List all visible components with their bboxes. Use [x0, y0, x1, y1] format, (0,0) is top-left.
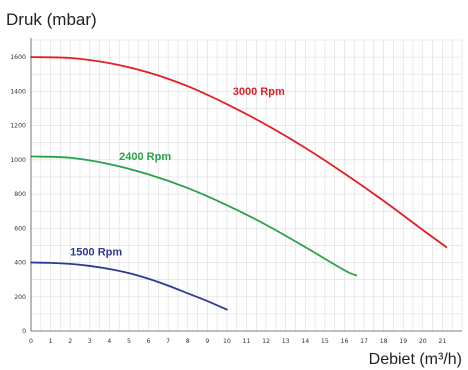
series-line-2400-rpm: [30, 155, 358, 277]
x-tick-label: 21: [438, 338, 446, 345]
x-tick-label: 10: [223, 338, 231, 345]
y-tick-label: 800: [14, 191, 26, 198]
y-tick-label: 1200: [10, 123, 26, 130]
x-tick-label: 14: [301, 338, 309, 345]
y-tick-label: 200: [14, 294, 26, 301]
y-tick-label: 1000: [10, 157, 26, 164]
y-tick-label: 1600: [10, 54, 26, 61]
series-line-3000-rpm: [30, 56, 448, 249]
x-tick-label: 4: [107, 338, 111, 345]
axes: [30, 38, 462, 332]
x-tick-label: 15: [321, 338, 329, 345]
y-axis-title: Druk (mbar): [6, 10, 97, 29]
x-tick-label: 17: [360, 338, 368, 345]
x-tick-label: 9: [205, 338, 209, 345]
grid: [31, 39, 463, 331]
x-tick-label: 5: [127, 338, 131, 345]
x-tick-label: 12: [262, 338, 270, 345]
x-axis-title: Debiet (m³/h): [369, 351, 462, 368]
x-tick-label: 0: [29, 338, 33, 345]
series-label: 1500 Rpm: [70, 247, 122, 259]
tick-labels: 0 1 2 3 4 5 6 7 8 9 10 11 12 13 14 15 16 17 18 19 20 21020040…: [10, 54, 446, 345]
x-tick-label: 6: [147, 338, 151, 345]
series-label: 2400 Rpm: [119, 151, 171, 163]
series-lines: [30, 56, 448, 311]
series-label: 3000 Rpm: [233, 86, 285, 98]
x-tick-label: 7: [166, 338, 170, 345]
x-tick-label: 16: [341, 338, 349, 345]
x-tick-label: 13: [282, 338, 290, 345]
x-tick-label: 3: [88, 338, 92, 345]
y-tick-label: 400: [14, 260, 26, 267]
x-tick-label: 1: [49, 338, 53, 345]
x-tick-label: 2: [68, 338, 72, 345]
x-tick-label: 18: [380, 338, 388, 345]
y-tick-label: 600: [14, 225, 26, 232]
x-tick-label: 8: [186, 338, 190, 345]
y-tick-label: 1400: [10, 88, 26, 95]
y-tick-label: 0: [22, 328, 26, 335]
x-tick-label: 11: [243, 338, 251, 345]
series-labels: 1500 Rpm 2400 Rpm 3000 Rpm: [70, 86, 285, 259]
x-tick-label: 20: [419, 338, 427, 345]
series-line-1500-rpm: [30, 261, 228, 311]
x-tick-label: 19: [399, 338, 407, 345]
